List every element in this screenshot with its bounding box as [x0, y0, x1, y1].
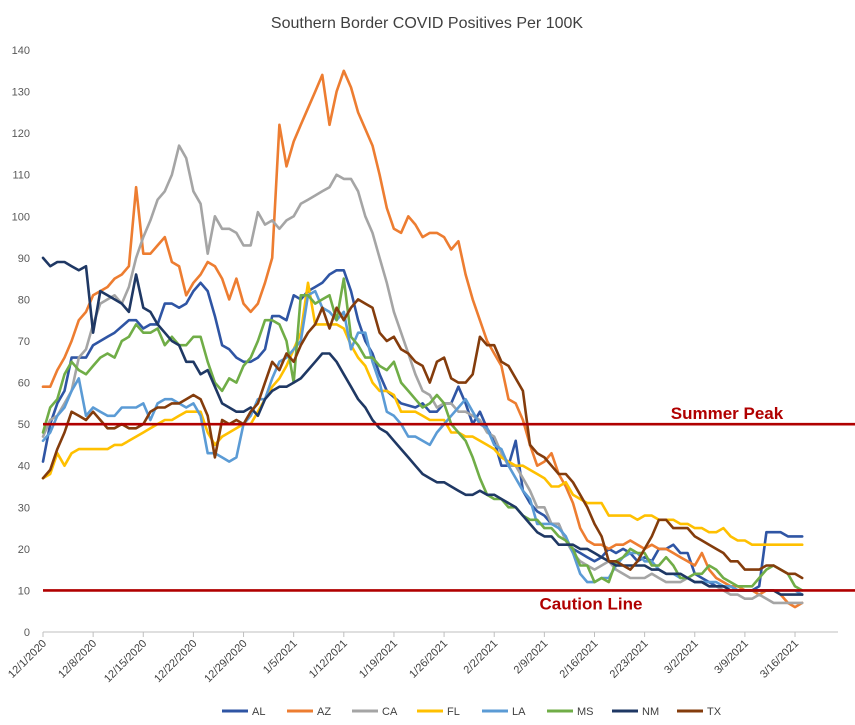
- x-tick-label: 2/23/2021: [608, 638, 651, 681]
- y-tick-label: 50: [18, 419, 30, 431]
- legend-label-az: AZ: [317, 706, 331, 718]
- y-tick-label: 130: [12, 87, 30, 99]
- x-tick-label: 12/8/2020: [56, 638, 99, 681]
- reference-label-caution-line: Caution Line: [540, 594, 643, 613]
- y-tick-label: 110: [12, 170, 30, 182]
- y-tick-label: 0: [24, 627, 30, 639]
- legend-label-la: LA: [512, 706, 526, 718]
- series-line-la: [41, 289, 804, 596]
- x-tick-label: 1/5/2021: [261, 638, 300, 677]
- y-tick-label: 30: [18, 502, 30, 514]
- x-tick-label: 3/2/2021: [662, 638, 701, 677]
- legend-label-tx: TX: [707, 706, 722, 718]
- y-tick-label: 140: [12, 45, 30, 57]
- series-line-ca: [41, 144, 804, 605]
- x-tick-label: 3/16/2021: [758, 638, 801, 681]
- series-line-az: [41, 69, 804, 609]
- y-tick-label: 10: [18, 585, 30, 597]
- series-line-nm: [41, 256, 804, 596]
- x-tick-label: 12/15/2020: [102, 638, 149, 685]
- x-tick-label: 1/26/2021: [407, 638, 450, 681]
- legend-label-ms: MS: [577, 706, 594, 718]
- x-tick-label: 2/9/2021: [512, 638, 551, 677]
- x-tick-label: 1/19/2021: [357, 638, 400, 681]
- series-line-al: [41, 268, 804, 592]
- series-line-tx: [41, 298, 804, 580]
- legend-label-al: AL: [252, 706, 265, 718]
- x-tick-label: 12/22/2020: [152, 638, 199, 685]
- y-tick-label: 70: [18, 336, 30, 348]
- legend-label-ca: CA: [382, 706, 398, 718]
- x-tick-label: 2/16/2021: [558, 638, 601, 681]
- reference-label-summer-peak: Summer Peak: [671, 404, 784, 423]
- x-tick-label: 12/29/2020: [202, 638, 249, 685]
- y-tick-label: 40: [18, 461, 30, 473]
- y-tick-label: 60: [18, 378, 30, 390]
- y-tick-label: 90: [18, 253, 30, 265]
- y-tick-label: 80: [18, 294, 30, 306]
- chart-title: Southern Border COVID Positives Per 100K: [271, 15, 583, 32]
- x-tick-label: 12/1/2020: [6, 638, 49, 681]
- legend-label-fl: FL: [447, 706, 460, 718]
- y-tick-label: 120: [12, 128, 30, 140]
- x-tick-label: 3/9/2021: [712, 638, 751, 677]
- y-tick-label: 20: [18, 544, 30, 556]
- y-tick-label: 100: [12, 211, 30, 223]
- series-line-fl: [41, 281, 804, 547]
- legend-label-nm: NM: [642, 706, 659, 718]
- x-tick-label: 2/2/2021: [462, 638, 501, 677]
- x-tick-label: 1/12/2021: [307, 638, 350, 681]
